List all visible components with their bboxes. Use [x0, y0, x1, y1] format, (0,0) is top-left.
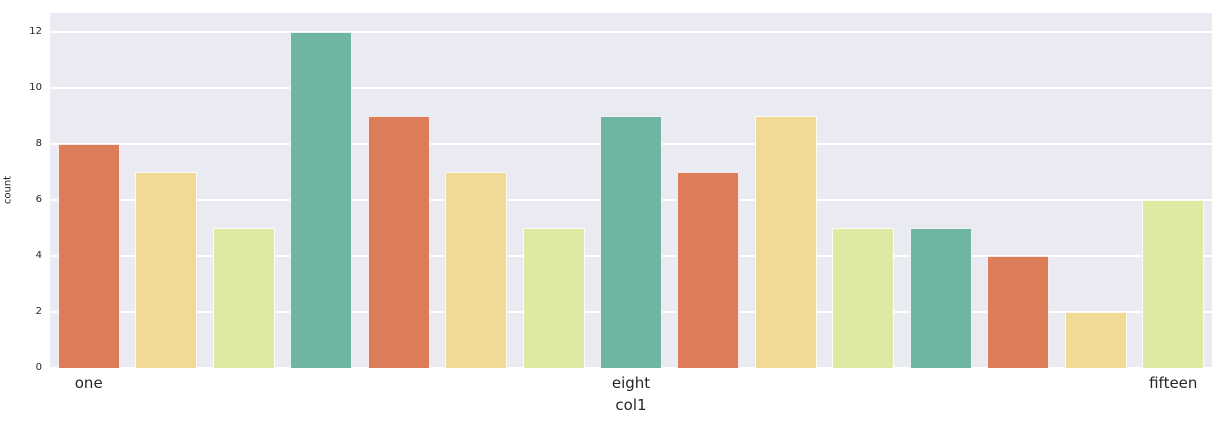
y-tick-label-8: 8	[35, 137, 42, 149]
bar-2	[135, 171, 198, 368]
x-tick-label-eight: eight	[611, 374, 651, 392]
bar-5	[367, 115, 430, 368]
y-axis-label: count	[2, 175, 14, 205]
bar-10	[754, 115, 817, 368]
x-axis-label: col1	[615, 396, 647, 414]
gridline-y-10	[50, 86, 1212, 89]
bar-9	[677, 171, 740, 368]
y-tick-label-6: 6	[35, 193, 42, 205]
y-tick-label-10: 10	[29, 81, 42, 93]
x-tick-label-fifteen: fifteen	[1149, 374, 1198, 392]
bar-3	[212, 227, 275, 368]
plot-area	[50, 13, 1212, 369]
bar-13	[987, 255, 1050, 368]
y-tick-label-12: 12	[29, 25, 42, 37]
y-tick-label-4: 4	[35, 249, 42, 261]
y-tick-label-2: 2	[35, 305, 42, 317]
bar-15	[1142, 199, 1205, 368]
gridline-y-12	[50, 30, 1212, 33]
bar-12	[909, 227, 972, 368]
bar-8	[600, 115, 662, 368]
bar-14	[1064, 311, 1127, 368]
bar-11	[832, 227, 895, 368]
bar-7	[522, 227, 585, 368]
y-tick-label-0: 0	[35, 362, 42, 373]
bar-4	[290, 31, 353, 368]
gridline-y-0	[50, 367, 1212, 369]
bar-1	[57, 143, 120, 368]
x-tick-label-one: one	[74, 374, 103, 392]
bar-6	[445, 171, 508, 368]
